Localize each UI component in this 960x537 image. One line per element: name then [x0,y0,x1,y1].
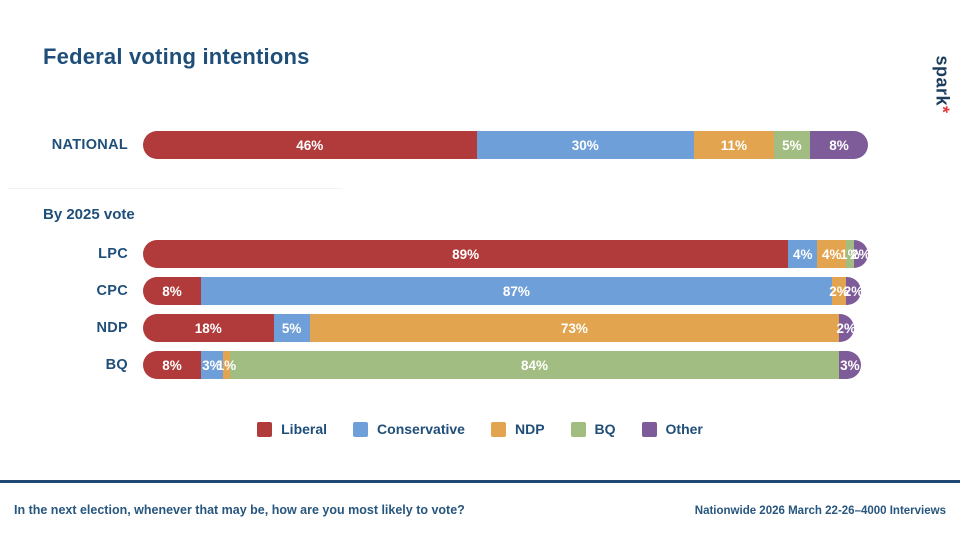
bar-segment-other: 2% [851,240,871,268]
bar-segment-liberal: 18% [143,314,274,342]
bar-row-national: NATIONAL 46% 30% 11% 5% 8% [0,131,868,159]
bar-segment-value: 89% [452,246,480,262]
bar-segment-conservative: 3% [201,351,223,379]
bar-row-cpc: CPC 8% 87% 2% 2% [0,277,868,305]
legend-swatch-icon [257,421,273,437]
bar-segment-other: 8% [810,131,868,159]
bar-segment-value: 3% [840,357,860,373]
spark-logo: spark* [928,34,956,134]
bar-segment-liberal: 89% [143,240,789,268]
bar-track: 8% 3% 1% 84% 3% [143,351,868,379]
row-label: BQ [105,357,128,373]
bar-row-bq: BQ 8% 3% 1% 84% 3% [0,351,868,379]
bar-segment-value: 5% [281,320,302,336]
legend-swatch-icon [570,421,586,437]
bar-segment-bq: 5% [773,131,810,159]
bar-segment-conservative: 4% [788,240,818,268]
bar-segment-value: 2% [843,283,864,299]
bar-segment-ndp: 4% [817,240,847,268]
bar-segment-value: 18% [194,320,222,336]
spark-logo-asterisk: * [932,105,953,114]
bar-segment-value: 11% [720,137,748,153]
bar-track: 89% 4% 4% 1% 2% [143,240,871,268]
bar-segment-conservative: 5% [273,314,310,342]
bar-segment-value: 87% [502,283,530,299]
bar-segment-value: 3% [202,357,222,373]
bar-segment-value: 1% [840,246,860,262]
bar-segment-liberal: 8% [143,277,201,305]
bar-segment-value: 73% [560,320,588,336]
bar-segment-value: 84% [520,357,549,373]
legend-label: Other [665,421,703,437]
bar-segment-value: 46% [296,137,324,153]
bar-segment-value: 5% [782,137,802,153]
bar-segment-other: 3% [839,351,861,379]
legend-label: BQ [594,421,616,437]
bar-track: 46% 30% 11% 5% 8% [143,131,868,159]
bar-segment-conservative: 30% [476,131,694,159]
bar-segment-bq: 84% [230,351,839,379]
bar-segment-value: 8% [162,357,182,373]
legend-item-conservative: Conservative [353,421,465,437]
bar-segment-value: 8% [162,283,182,299]
legend-item-liberal: Liberal [257,421,327,437]
row-label: LPC [98,246,128,262]
bar-track: 18% 5% 73% 2% [143,314,868,342]
bar-segment-value: 2% [851,246,871,262]
legend-swatch-icon [353,421,369,437]
legend-swatch-icon [490,421,506,437]
bar-segment-value: 2% [829,283,849,299]
section-divider [8,188,343,189]
survey-question: In the next election, whenever that may … [14,503,465,517]
row-label: NATIONAL [51,137,128,153]
row-label: CPC [96,283,128,299]
bar-segment-value: 4% [821,246,842,262]
legend-item-bq: BQ [570,421,616,437]
bar-segment-value: 1% [216,357,237,373]
bar-row-lpc: LPC 89% 4% 4% 1% 2% [0,240,871,268]
bar-segment-ndp: 11% [694,131,774,159]
legend-label: Liberal [281,421,328,437]
bar-track: 8% 87% 2% 2% [143,277,868,305]
bar-segment-liberal: 8% [143,351,201,379]
bar-segment-value: 8% [829,137,849,153]
bar-segment-ndp: 2% [829,277,849,305]
bar-segment-conservative: 87% [201,277,832,305]
bar-row-ndp: NDP 18% 5% 73% 2% [0,314,868,342]
bar-segment-other: 2% [836,314,857,342]
chart-legend: Liberal Conservative NDP BQ Other [0,421,960,437]
bar-segment-other: 2% [843,277,864,305]
bar-segment-value: 30% [571,137,599,153]
section-label: By 2025 vote [43,206,135,223]
survey-source: Nationwide 2026 March 22-26–4000 Intervi… [694,505,946,517]
footer-divider [0,480,960,483]
bar-segment-ndp: 1% [217,351,236,379]
legend-item-other: Other [641,421,703,437]
legend-label: NDP [514,421,545,437]
bar-segment-liberal: 46% [143,131,477,159]
spark-logo-text: spark* [932,55,953,113]
row-label: NDP [96,320,128,336]
page-title: Federal voting intentions [43,44,310,69]
legend-label: Conservative [377,421,465,437]
bar-segment-bq: 1% [840,240,860,268]
bar-segment-ndp: 73% [309,314,839,342]
legend-swatch-icon [641,421,657,437]
legend-item-ndp: NDP [490,421,545,437]
spark-logo-word: spark [932,54,953,106]
bar-segment-value: 4% [792,246,813,262]
bar-segment-value: 2% [836,320,857,336]
